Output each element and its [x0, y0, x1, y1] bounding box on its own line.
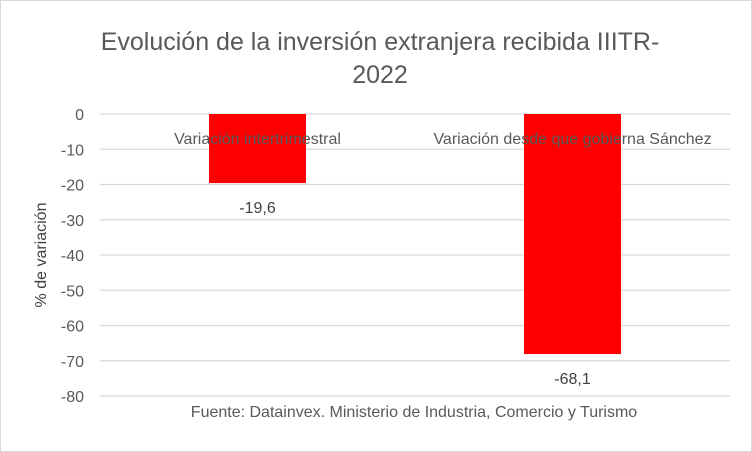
source-note: Fuente: Datainvex. Ministerio de Industr…: [191, 404, 638, 421]
y-tick-label: -70: [61, 354, 84, 371]
data-label: -19,6: [239, 200, 276, 217]
y-tick-label: 0: [75, 107, 84, 124]
chart-title-line-2: 2022: [352, 61, 408, 89]
y-tick-label: -10: [61, 142, 84, 159]
y-tick-label: -20: [61, 178, 84, 195]
y-tick-label: -30: [61, 213, 84, 230]
chart-title-line-1: Evolución de la inversión extranjera rec…: [101, 28, 660, 56]
y-tick-label: -50: [61, 283, 84, 300]
y-tick-label: -60: [61, 319, 84, 336]
y-tick-label: -40: [61, 248, 84, 265]
category-label: Variación desde que gobierna Sánchez: [433, 131, 711, 148]
bar: [209, 114, 306, 184]
y-axis-label: % de variación: [33, 203, 50, 308]
bar: [524, 114, 621, 355]
y-tick-label: -80: [61, 389, 84, 406]
category-label: Variación intertrimestral: [174, 131, 341, 148]
data-label: -68,1: [554, 371, 591, 388]
